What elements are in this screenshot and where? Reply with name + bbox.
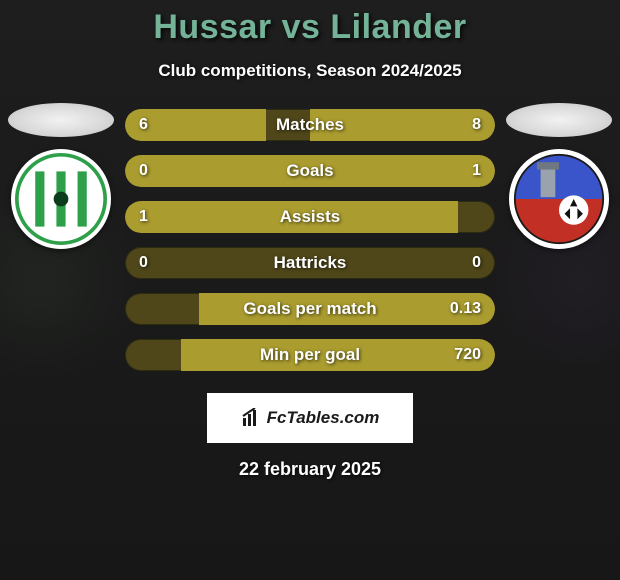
bar-fill-right — [181, 339, 496, 371]
date-text: 22 february 2025 — [0, 459, 620, 480]
stat-row: Assists1 — [125, 201, 495, 233]
right-player-photo-placeholder — [506, 103, 612, 137]
bar-fill-right — [310, 109, 495, 141]
subtitle: Club competitions, Season 2024/2025 — [0, 61, 620, 81]
bar-fill-right — [188, 155, 495, 187]
right-club-badge — [509, 149, 609, 249]
left-player-column — [6, 103, 116, 249]
left-club-badge — [11, 149, 111, 249]
attribution-text: FcTables.com — [267, 408, 380, 428]
bar-fill-left — [125, 109, 266, 141]
stat-bars: Matches68 Goals01 Assists1 Hattricks00 Goals… — [125, 109, 495, 371]
page-title: Hussar vs Lilander — [0, 8, 620, 47]
bar-fill-left — [125, 201, 458, 233]
flora-badge-icon — [15, 153, 107, 245]
stat-row: Goals01 — [125, 155, 495, 187]
bar-fill-left — [125, 155, 188, 187]
paide-badge-icon — [513, 153, 605, 245]
stat-row: Hattricks00 — [125, 247, 495, 279]
attribution-box: FcTables.com — [207, 393, 413, 443]
bar-track — [125, 247, 495, 279]
bar-fill-right — [199, 293, 495, 325]
content-area: Matches68 Goals01 Assists1 Hattricks00 Goals… — [0, 109, 620, 371]
stat-row: Goals per match0.13 — [125, 293, 495, 325]
attribution-logo: FcTables.com — [241, 408, 380, 428]
right-player-column — [504, 103, 614, 249]
comparison-card: Hussar vs Lilander Club competitions, Se… — [0, 0, 620, 580]
stat-row: Matches68 — [125, 109, 495, 141]
chart-icon — [241, 408, 261, 428]
left-player-photo-placeholder — [8, 103, 114, 137]
stat-row: Min per goal720 — [125, 339, 495, 371]
